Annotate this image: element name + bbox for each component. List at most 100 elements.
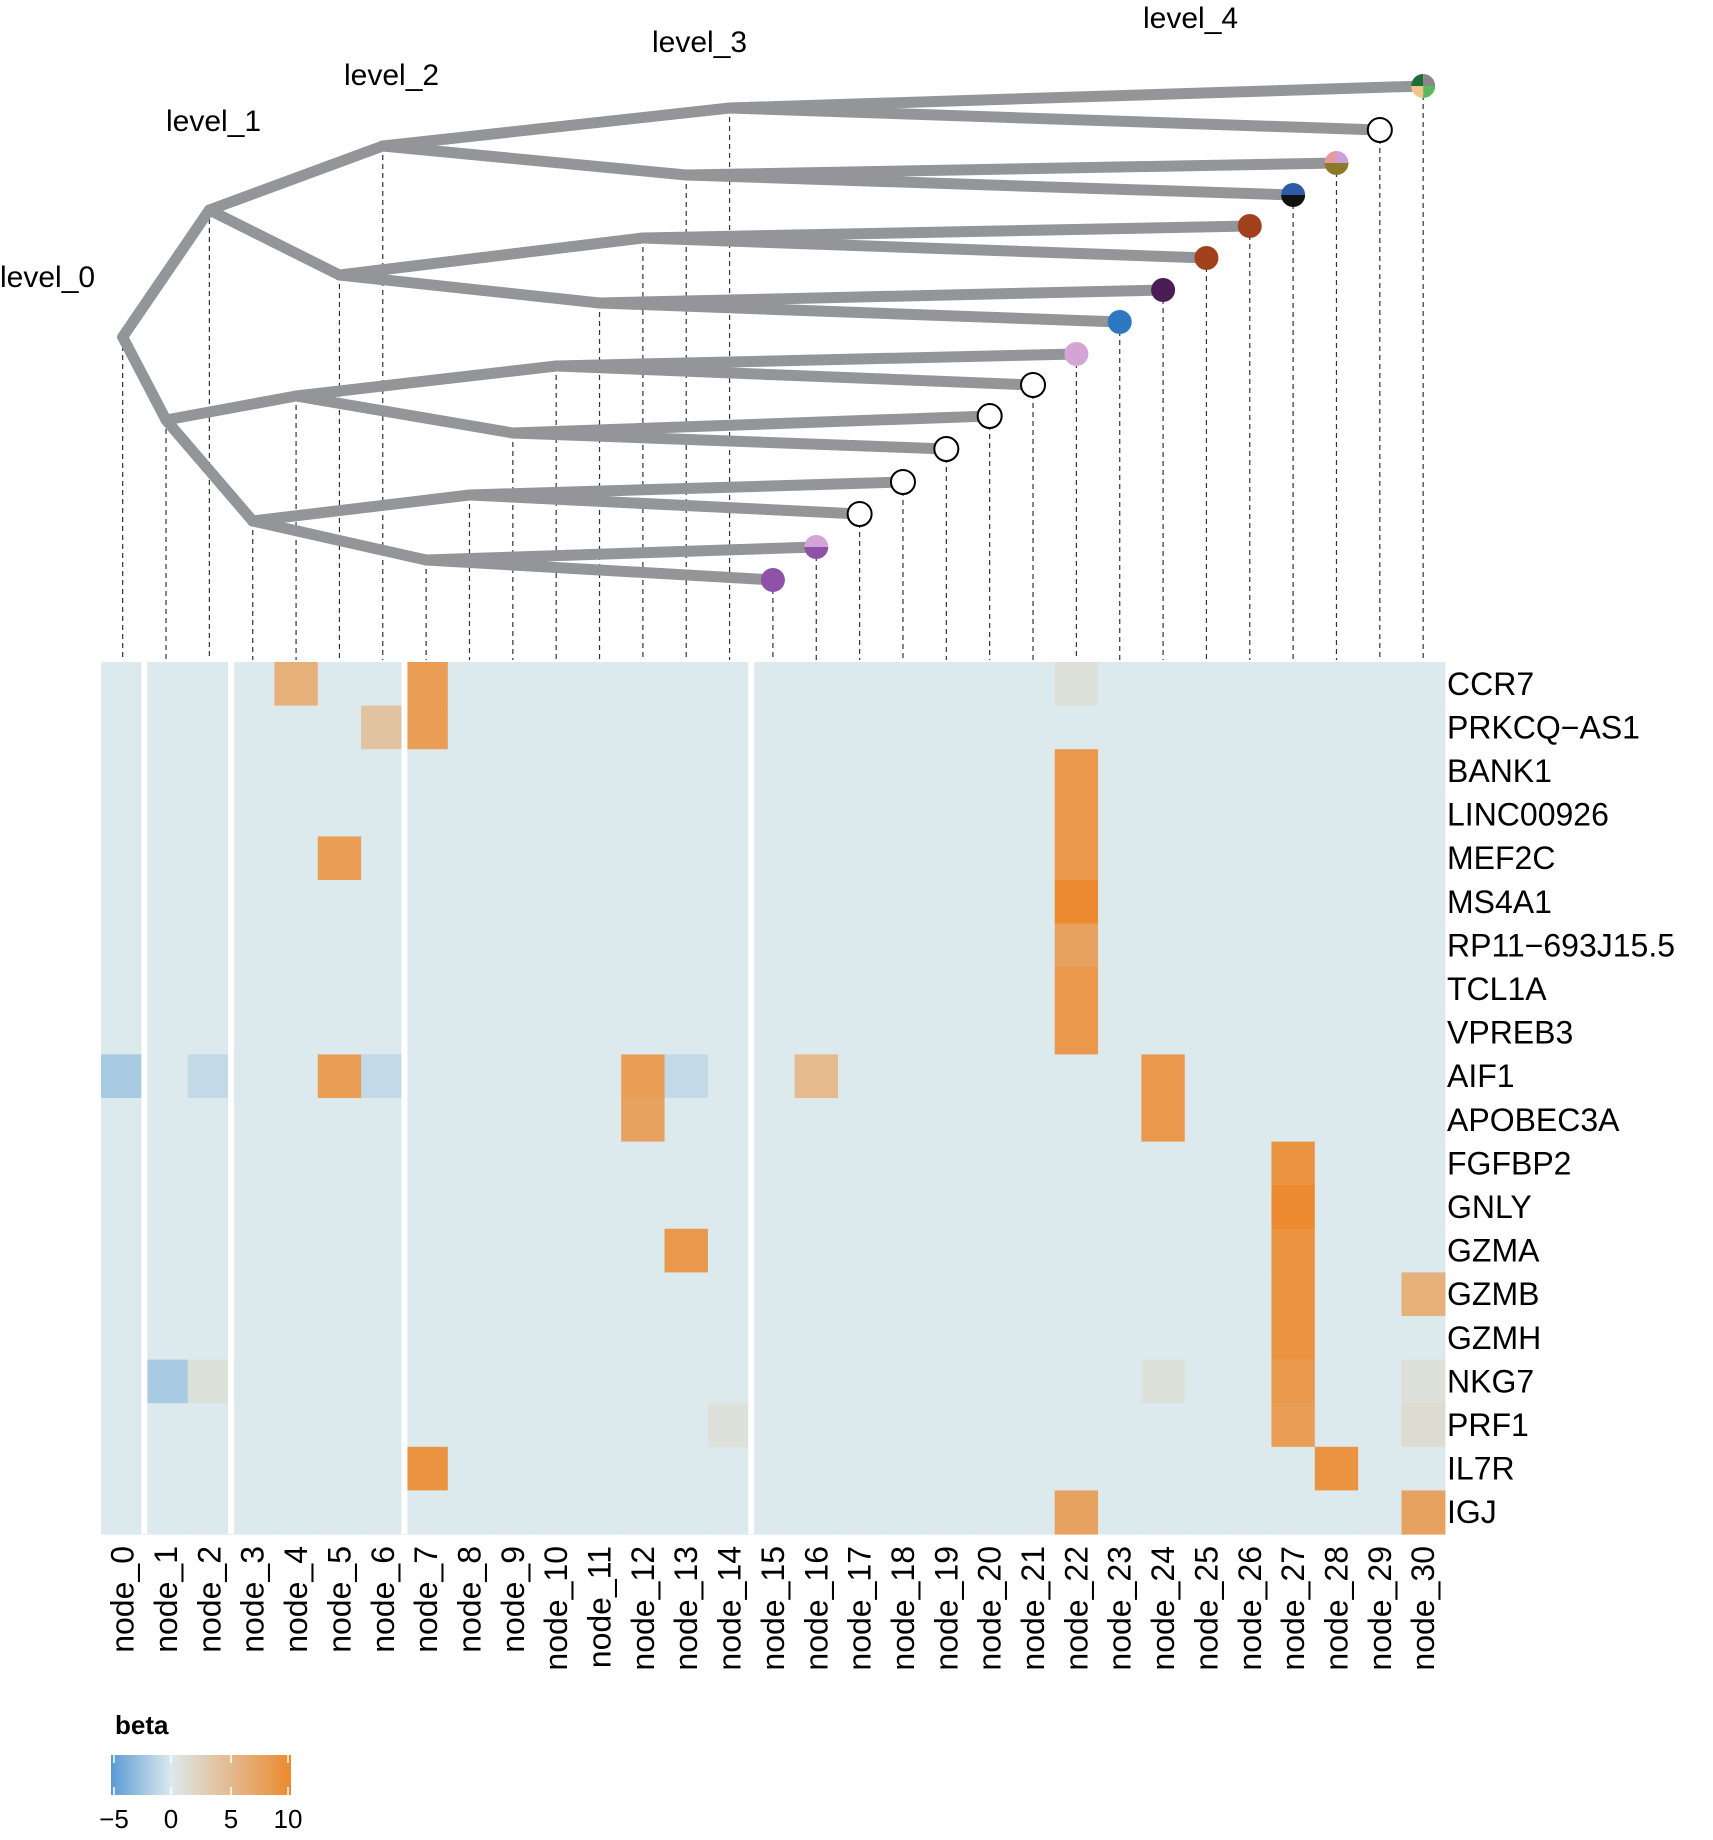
- cell-RP11−693J15.5-node_21: [1011, 923, 1056, 968]
- cell-TCL1A-node_0: [101, 967, 145, 1012]
- cell-MS4A1-node_12: [621, 880, 666, 925]
- cell-VPREB3-node_21: [1011, 1010, 1056, 1055]
- cell-LINC00926-node_13: [664, 792, 709, 837]
- cell-LINC00926-node_3: [231, 792, 275, 837]
- cell-MEF2C-node_10: [534, 836, 579, 881]
- cell-GNLY-node_26: [1228, 1185, 1273, 1230]
- branch-node_13-node_28: [680, 157, 1342, 181]
- cell-VPREB3-node_12: [621, 1010, 666, 1055]
- cell-BANK1-node_0: [101, 749, 145, 794]
- cell-GZMH-node_26: [1228, 1316, 1273, 1361]
- cell-PRF1-node_0: [101, 1403, 145, 1448]
- branch-node_14-node_30: [724, 80, 1429, 114]
- cell-PRF1-node_4: [274, 1403, 319, 1448]
- cell-IL7R-node_25: [1184, 1446, 1229, 1491]
- cell-FGFBP2-node_17: [837, 1141, 882, 1186]
- node-label: node_13: [668, 1546, 704, 1671]
- cell-CCR7-node_15: [751, 662, 796, 707]
- cell-RP11−693J15.5-node_16: [794, 923, 839, 968]
- cell-GZMA-node_12: [621, 1228, 666, 1273]
- cell-FGFBP2-node_10: [534, 1141, 579, 1186]
- cell-GZMH-node_19: [924, 1316, 969, 1361]
- node-label: node_22: [1058, 1546, 1094, 1671]
- cell-GZMB-node_4: [274, 1272, 319, 1317]
- cell-GNLY-node_0: [101, 1185, 145, 1230]
- cell-MEF2C-node_12: [621, 836, 666, 881]
- cell-PRF1-node_11: [577, 1403, 622, 1448]
- cell-TCL1A-node_13: [664, 967, 709, 1012]
- node-label: node_30: [1405, 1546, 1441, 1671]
- cell-GZMH-node_2: [187, 1316, 232, 1361]
- cell-BANK1-node_21: [1011, 749, 1056, 794]
- cell-NKG7-node_23: [1098, 1359, 1142, 1404]
- cell-AIF1-node_21: [1011, 1054, 1056, 1099]
- cell-MEF2C-node_24: [1141, 836, 1186, 881]
- cell-RP11−693J15.5-node_7: [404, 923, 449, 968]
- cell-IL7R-node_27: [1271, 1446, 1316, 1491]
- cell-GZMH-node_9: [491, 1316, 536, 1361]
- level-label-0: level_0: [0, 261, 95, 294]
- cell-FGFBP2-node_7: [404, 1141, 449, 1186]
- cell-NKG7-node_14: [707, 1359, 752, 1404]
- node-label: node_7: [408, 1546, 444, 1653]
- cell-MS4A1-node_17: [837, 880, 882, 925]
- cell-IL7R-node_7: [404, 1446, 449, 1491]
- cell-RP11−693J15.5-node_10: [534, 923, 579, 968]
- cell-PRKCQ−AS1-node_1: [144, 705, 189, 750]
- cell-TCL1A-node_12: [621, 967, 666, 1012]
- cell-IGJ-node_10: [534, 1490, 579, 1535]
- cell-IGJ-node_22: [1054, 1490, 1099, 1535]
- cell-TCL1A-node_17: [837, 967, 882, 1012]
- cell-AIF1-node_4: [274, 1054, 319, 1099]
- cell-GZMA-node_25: [1184, 1228, 1229, 1273]
- branch-node_1-node_4: [160, 390, 302, 426]
- cell-GZMA-node_19: [924, 1228, 969, 1273]
- cell-GZMB-node_15: [751, 1272, 796, 1317]
- cell-RP11−693J15.5-node_17: [837, 923, 882, 968]
- cell-FGFBP2-node_11: [577, 1141, 622, 1186]
- cell-NKG7-node_2: [187, 1359, 232, 1404]
- cell-FGFBP2-node_20: [968, 1141, 1012, 1186]
- cell-IGJ-node_1: [144, 1490, 189, 1535]
- cell-APOBEC3A-node_23: [1098, 1098, 1142, 1143]
- cell-BANK1-node_15: [751, 749, 796, 794]
- cell-AIF1-node_7: [404, 1054, 449, 1099]
- cell-RP11−693J15.5-node_25: [1184, 923, 1229, 968]
- cell-FGFBP2-node_22: [1054, 1141, 1099, 1186]
- node-label: node_25: [1188, 1546, 1224, 1671]
- cell-GZMH-node_6: [361, 1316, 406, 1361]
- cell-MS4A1-node_28: [1314, 880, 1359, 925]
- cell-APOBEC3A-node_12: [621, 1098, 666, 1143]
- cell-GZMH-node_18: [881, 1316, 926, 1361]
- cell-AIF1-node_14: [707, 1054, 752, 1099]
- cell-PRKCQ−AS1-node_2: [187, 705, 232, 750]
- cell-IL7R-node_17: [837, 1446, 882, 1491]
- cell-MS4A1-node_26: [1228, 880, 1273, 925]
- cell-AIF1-node_28: [1314, 1054, 1359, 1099]
- cell-GZMB-node_1: [144, 1272, 189, 1317]
- cell-GZMA-node_26: [1228, 1228, 1273, 1273]
- cell-LINC00926-node_7: [404, 792, 449, 837]
- cell-IGJ-node_23: [1098, 1490, 1142, 1535]
- cell-MS4A1-node_25: [1184, 880, 1229, 925]
- cell-PRKCQ−AS1-node_12: [621, 705, 666, 750]
- cell-MEF2C-node_26: [1228, 836, 1273, 881]
- branch-node_6-node_14: [377, 102, 736, 152]
- cell-VPREB3-node_3: [231, 1010, 275, 1055]
- cell-BANK1-node_20: [968, 749, 1012, 794]
- cell-CCR7-node_17: [837, 662, 882, 707]
- node-label: node_21: [1015, 1546, 1051, 1671]
- cell-LINC00926-node_8: [447, 792, 492, 837]
- cell-GZMA-node_10: [534, 1228, 579, 1273]
- cell-GZMB-node_17: [837, 1272, 882, 1317]
- cell-PRF1-node_13: [664, 1403, 709, 1448]
- cell-GZMA-node_7: [404, 1228, 449, 1273]
- node-label: node_20: [972, 1546, 1008, 1671]
- cell-GNLY-node_28: [1314, 1185, 1359, 1230]
- cell-GZMH-node_27: [1271, 1316, 1316, 1361]
- node-label: node_15: [755, 1546, 791, 1671]
- cell-IL7R-node_30: [1401, 1446, 1446, 1491]
- cell-TCL1A-node_7: [404, 967, 449, 1012]
- branch-node_3-node_8: [247, 489, 475, 527]
- cell-TCL1A-node_15: [751, 967, 796, 1012]
